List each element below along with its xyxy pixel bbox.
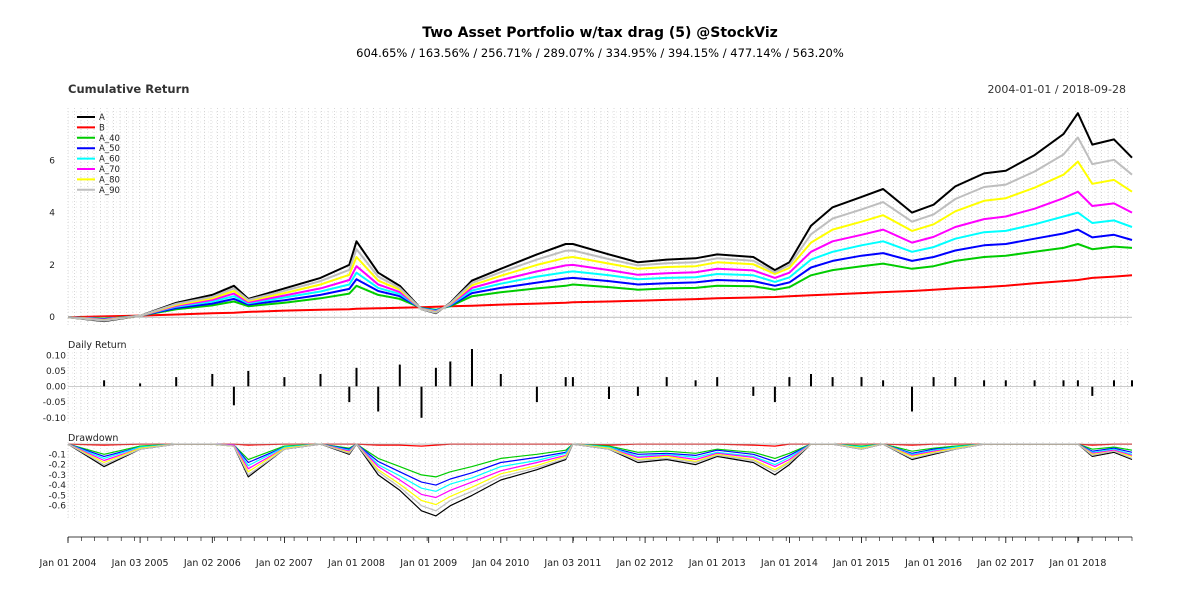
legend-label-a: A xyxy=(99,113,105,123)
x-tick-label: Jan 03 2005 xyxy=(111,558,169,569)
panel-1-y-tick-label: 0.00 xyxy=(46,383,66,393)
drawdown-line-a-80 xyxy=(67,443,1133,506)
x-tick-label: Jan 03 2011 xyxy=(543,558,601,569)
daily-return-title: Daily Return xyxy=(68,340,127,351)
panel-1-y-tick-label: 0.05 xyxy=(46,367,66,377)
x-tick-label: Jan 04 2010 xyxy=(471,558,529,569)
series-layer xyxy=(67,112,1133,517)
cumulative-line-a-90 xyxy=(67,136,1133,322)
x-tick-label: Jan 01 2014 xyxy=(760,558,818,569)
x-tick-label: Jan 01 2008 xyxy=(327,558,385,569)
legend-label-a-60: A_60 xyxy=(99,155,120,165)
cumulative-line-a-60 xyxy=(67,211,1133,321)
legend-label-a-50: A_50 xyxy=(99,144,120,154)
x-tick-label: Jan 01 2018 xyxy=(1048,558,1106,569)
cumulative-line-a-40 xyxy=(67,243,1133,320)
panel-0-y-tick-label: 4 xyxy=(49,209,55,219)
cumulative-line-a xyxy=(67,112,1133,323)
legend-label-a-80: A_80 xyxy=(99,175,120,185)
panel-1-y-tick-label: -0.05 xyxy=(43,398,66,408)
x-tick-label: Jan 02 2012 xyxy=(616,558,674,569)
panel-2-y-tick-label: -0.1 xyxy=(48,450,66,460)
axes-layer: 02460.100.050.00-0.05-0.10-0.1-0.2-0.3-0… xyxy=(39,156,1133,569)
panel-0-y-tick-label: 0 xyxy=(49,313,55,323)
cumulative-return-title: Cumulative Return xyxy=(68,82,189,96)
cumulative-line-a-50 xyxy=(67,228,1133,321)
drawdown-line-a xyxy=(67,443,1133,517)
cumulative-line-b xyxy=(67,274,1133,319)
x-tick-label: Jan 02 2007 xyxy=(255,558,313,569)
legend: ABA_40A_50A_60A_70A_80A_90 xyxy=(77,113,120,196)
panel-2-y-tick-label: -0.3 xyxy=(48,471,66,481)
drawdown-line-a-40 xyxy=(67,443,1133,478)
panel-1-y-tick-label: 0.10 xyxy=(46,351,66,361)
chart-title: Two Asset Portfolio w/tax drag (5) @Stoc… xyxy=(422,25,778,41)
drawdown-title: Drawdown xyxy=(68,433,118,444)
drawdown-line-a-90 xyxy=(67,443,1133,512)
x-tick-label: Jan 01 2009 xyxy=(399,558,457,569)
x-tick-label: Jan 01 2016 xyxy=(904,558,962,569)
panel-2-y-tick-label: -0.6 xyxy=(48,502,66,512)
cumulative-line-a-70 xyxy=(67,190,1133,321)
legend-label-a-90: A_90 xyxy=(99,186,120,196)
legend-label-b: B xyxy=(99,123,105,133)
panel-2-y-tick-label: -0.2 xyxy=(48,461,66,471)
panel-1-y-tick-label: -0.10 xyxy=(43,414,67,424)
date-range-label: 2004-01-01 / 2018-09-28 xyxy=(987,83,1126,96)
x-tick-label: Jan 01 2004 xyxy=(39,558,97,569)
cumulative-line-a-80 xyxy=(67,160,1133,322)
panel-0-y-tick-label: 2 xyxy=(49,261,55,271)
chart-subtitle: 604.65% / 163.56% / 256.71% / 289.07% / … xyxy=(356,46,844,60)
x-tick-label: Jan 01 2013 xyxy=(688,558,746,569)
panel-0-y-tick-label: 6 xyxy=(49,156,55,166)
panel-2-y-tick-label: -0.4 xyxy=(48,481,66,491)
drawdown-line-a-50 xyxy=(67,443,1133,486)
legend-label-a-70: A_70 xyxy=(99,165,120,175)
legend-label-a-40: A_40 xyxy=(99,134,120,144)
x-tick-label: Jan 02 2006 xyxy=(183,558,241,569)
panel-2-y-tick-label: -0.5 xyxy=(48,491,66,501)
x-tick-label: Jan 01 2015 xyxy=(832,558,890,569)
x-tick-label: Jan 02 2017 xyxy=(976,558,1034,569)
